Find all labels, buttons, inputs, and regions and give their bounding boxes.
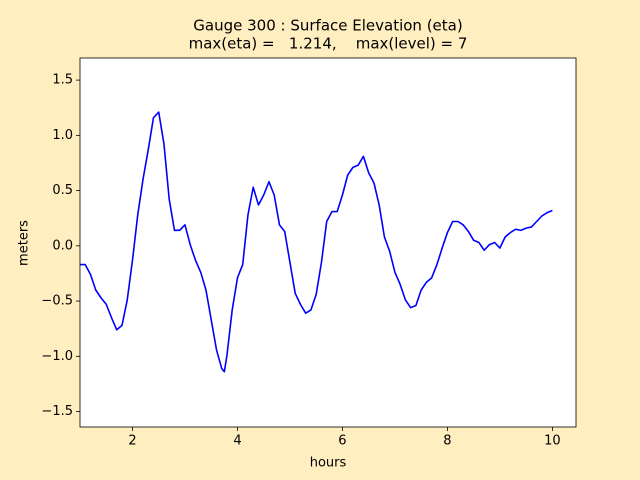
y-tick-label: −1.0 [41, 349, 73, 364]
plot-area [80, 58, 576, 427]
x-axis-label: hours [310, 456, 347, 471]
y-tick-label: −1.5 [41, 404, 73, 419]
x-tick-label: 10 [544, 434, 561, 449]
x-tick-label: 2 [128, 434, 136, 449]
line-series [80, 111, 553, 373]
y-tick-label: −0.5 [41, 294, 73, 309]
y-tick-label: 0.5 [52, 183, 73, 198]
x-tick-label: 4 [233, 434, 241, 449]
y-tick-label: 0.0 [52, 238, 73, 253]
chart-subtitle: max(eta) = 1.214, max(level) = 7 [189, 35, 468, 53]
y-tick-label: 1.0 [52, 128, 73, 143]
x-tick-label: 8 [443, 434, 451, 449]
chart-title: Gauge 300 : Surface Elevation (eta) [193, 17, 462, 35]
y-tick-label: 1.5 [52, 73, 73, 88]
x-tick-label: 6 [338, 434, 346, 449]
y-axis-label: meters [17, 220, 32, 266]
axes-frame [79, 57, 577, 428]
